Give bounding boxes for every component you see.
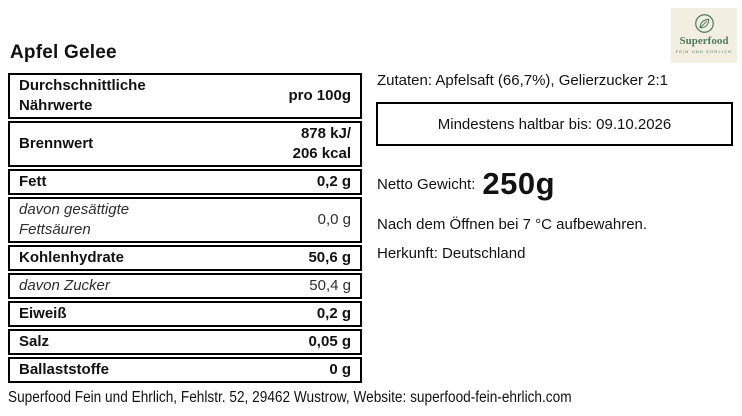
nutrition-row: davon gesättigte Fettsäuren 0,0 g: [8, 197, 362, 243]
nutrition-row-label: davon Zucker: [19, 277, 110, 294]
nutrition-row: Fett 0,2 g: [8, 169, 362, 195]
nutrition-row-value: 0,2 g: [316, 173, 351, 190]
brand-tagline: FEIN UND EHRLICH: [675, 49, 733, 54]
nutrition-row-label: Ballaststoffe: [19, 361, 110, 378]
net-weight-value: 250g: [482, 166, 556, 201]
nutrition-row-value: 878 kJ/ 206 kcal: [292, 125, 351, 162]
nutrition-row: Ballaststoffe 0 g: [8, 357, 362, 383]
nutrition-row: davon Zucker 50,4 g: [8, 273, 362, 299]
nutrition-row-label: Salz: [19, 333, 50, 350]
nutrition-header-label: Durchschnittliche Nährwerte: [19, 77, 146, 114]
nutrition-row: Kohlenhydrate 50,6 g: [8, 245, 362, 271]
brand-logo: Superfood FEIN UND EHRLICH: [671, 8, 737, 63]
nutrition-table-header: Durchschnittliche Nährwerte pro 100g: [8, 73, 362, 119]
nutrition-row: Brennwert 878 kJ/ 206 kcal: [8, 121, 362, 167]
footer-address: Superfood Fein und Ehrlich, Fehlstr. 52,…: [8, 389, 572, 406]
nutrition-row-label: Eiweiß: [19, 305, 67, 322]
nutrition-row-value: 0,0 g: [317, 211, 351, 228]
nutrition-row-value: 0 g: [329, 361, 351, 378]
best-before-text: Mindestens haltbar bis: 09.10.2026: [437, 115, 672, 133]
net-weight-label: Netto Gewicht:: [377, 175, 476, 193]
nutrition-row-label: Fett: [19, 173, 47, 190]
leaf-icon: [694, 13, 715, 34]
nutrition-header-value: pro 100g: [288, 87, 351, 104]
nutrition-row-label: Kohlenhydrate: [19, 249, 125, 266]
storage-instructions: Nach dem Öffnen bei 7 °C aufbewahren.: [377, 216, 648, 233]
brand-name: Superfood: [679, 35, 729, 47]
nutrition-row-value: 50,6 g: [308, 249, 351, 266]
net-weight: Netto Gewicht: 250g: [377, 166, 555, 202]
nutrition-row-value: 50,4 g: [309, 277, 351, 294]
nutrition-table: Durchschnittliche Nährwerte pro 100g Bre…: [8, 73, 362, 383]
nutrition-row-value: 0,05 g: [308, 333, 351, 350]
nutrition-row: Eiweiß 0,2 g: [8, 301, 362, 327]
nutrition-row-label: davon gesättigte Fettsäuren: [19, 201, 130, 238]
page-title: Apfel Gelee: [10, 42, 117, 63]
nutrition-row: Salz 0,05 g: [8, 329, 362, 355]
origin-text: Herkunft: Deutschland: [377, 245, 526, 262]
best-before-box: Mindestens haltbar bis: 09.10.2026: [376, 102, 733, 146]
nutrition-row-label: Brennwert: [19, 135, 94, 152]
nutrition-row-value: 0,2 g: [316, 305, 351, 322]
ingredients-text: Zutaten: Apfelsaft (66,7%), Gelierzucker…: [377, 72, 668, 89]
